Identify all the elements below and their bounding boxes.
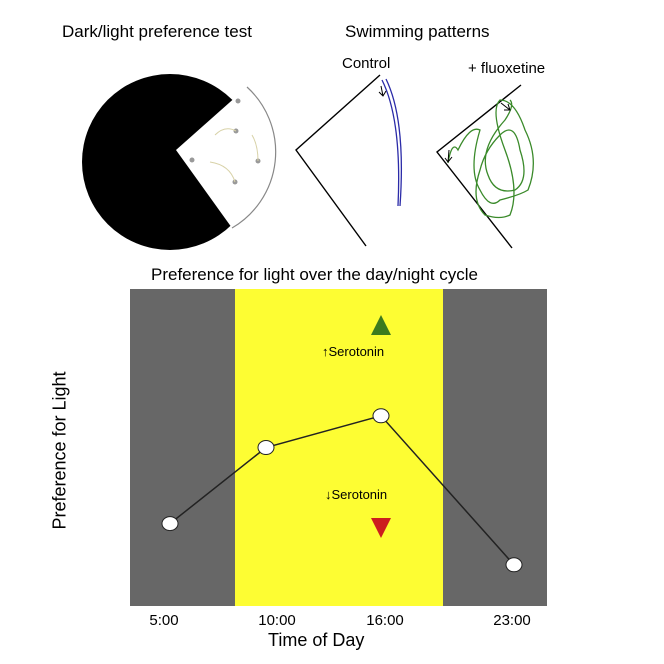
control-swim-arena	[295, 74, 403, 247]
night-band	[130, 289, 235, 606]
x-tick-label: 10:00	[258, 612, 296, 629]
swimming-title: Swimming patterns	[345, 22, 490, 41]
top-illustrations	[82, 74, 534, 250]
chart-title: Preference for light over the day/night …	[151, 265, 478, 284]
series-line	[169, 414, 515, 566]
y-axis-label: Preference for Light	[49, 371, 70, 530]
data-point	[372, 408, 390, 424]
x-tick-label: 23:00	[493, 612, 531, 629]
night-band	[443, 289, 547, 606]
serotonin-down-label: ↓Serotonin	[325, 487, 388, 502]
fluoxetine-label: + fluoxetine	[468, 60, 546, 77]
light-zone	[176, 87, 276, 228]
dark-light-title: Dark/light preference test	[62, 22, 252, 41]
data-point	[257, 440, 275, 455]
larvae	[189, 98, 261, 185]
data-point	[505, 557, 523, 573]
x-tick-label: 5:00	[149, 612, 179, 629]
x-tick-label: 16:00	[366, 612, 404, 629]
fluoxetine-swim-arena	[436, 84, 534, 249]
serotonin-up-label: ↑Serotonin	[322, 344, 385, 359]
serotonin-up-triangle	[371, 315, 391, 335]
data-point	[161, 516, 179, 532]
control-label: Control	[342, 55, 391, 72]
x-axis-label: Time of Day	[268, 630, 365, 650]
dark-light-arena	[82, 74, 277, 250]
serotonin-down-triangle	[371, 518, 391, 538]
